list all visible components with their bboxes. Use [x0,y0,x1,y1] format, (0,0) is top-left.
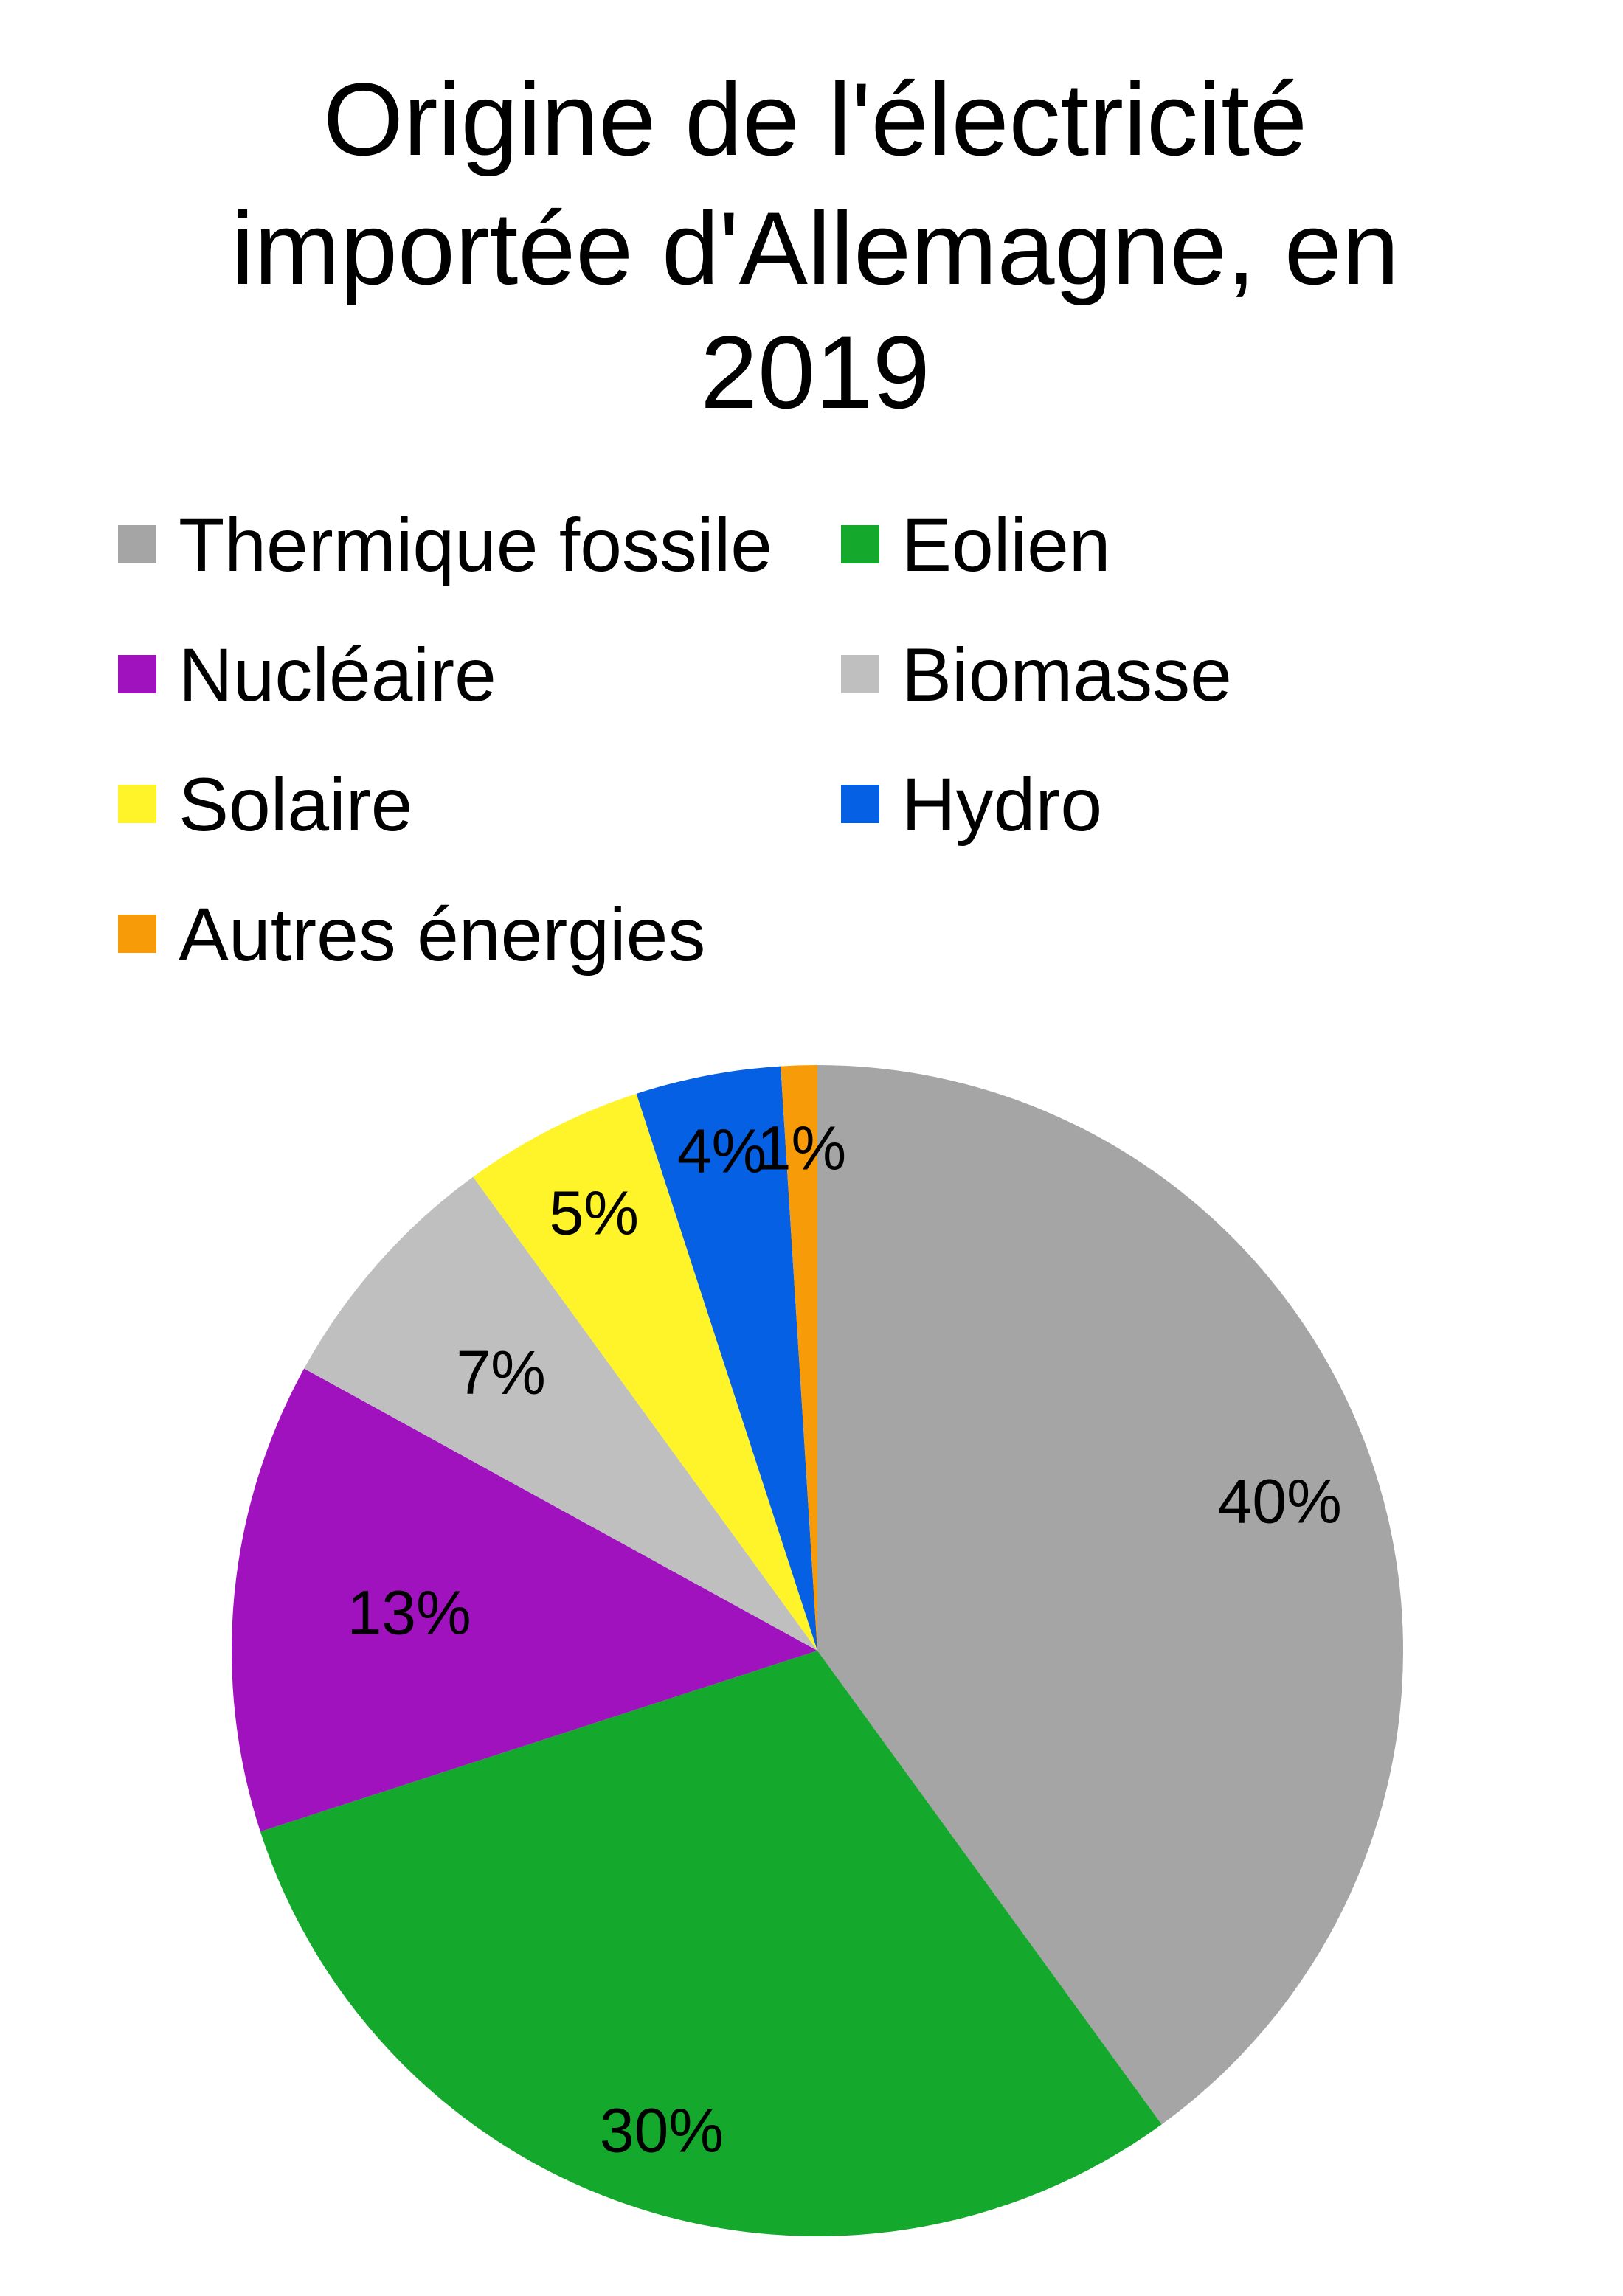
data-label-biomasse: 7% [456,1338,545,1407]
pie-slice-eolien [260,1651,1162,2236]
chart-title-line-3: 2019 [700,314,930,430]
data-label-nucleaire: 13% [347,1578,471,1648]
pie-slices [232,1065,1403,2236]
data-label-hydro: 4% [677,1116,766,1185]
data-label-autres-energies: 1% [757,1113,846,1182]
legend-item-hydro: Hydro [841,763,1102,847]
legend-item-thermique-fossile: Thermique fossile [118,503,772,587]
legend-swatch-solaire [118,785,156,823]
pie-slice-thermique-fossile [817,1065,1403,2125]
legend-label-thermique-fossile: Thermique fossile [179,503,772,587]
pie-slice-nucleaire [232,1368,817,1832]
legend-item-biomasse: Biomasse [841,633,1232,717]
legend-swatch-autres-energies [118,915,156,953]
legend-swatch-biomasse [841,655,879,693]
legend-swatch-nucleaire [118,655,156,693]
legend-label-autres-energies: Autres énergies [179,892,705,977]
data-label-thermique-fossile: 40% [1218,1466,1342,1536]
chart-title-line-2: importée d'Allemagne, en [231,190,1399,306]
legend-item-autres-energies: Autres énergies [118,892,705,977]
chart-title-line-1: Origine de l'électricité [323,61,1307,177]
legend-item-solaire: Solaire [118,763,413,847]
legend-label-eolien: Eolien [902,503,1111,587]
legend-label-hydro: Hydro [902,763,1102,847]
legend-label-biomasse: Biomasse [902,633,1232,717]
legend-swatch-eolien [841,525,879,563]
pie-slice-hydro [636,1066,817,1651]
legend-item-eolien: Eolien [841,503,1111,587]
pie-slice-autres-energies [781,1065,817,1651]
chart-legend: Thermique fossile Eolien Nucléaire Biomasse… [118,503,1232,977]
legend-label-solaire: Solaire [179,763,413,847]
pie-slice-solaire [473,1093,817,1651]
legend-item-nucleaire: Nucléaire [118,633,496,717]
data-label-solaire: 5% [550,1179,639,1248]
legend-swatch-thermique-fossile [118,525,156,563]
pie-slice-biomasse [304,1176,817,1651]
legend-swatch-hydro [841,785,879,823]
pie-data-labels: 40% 30% 13% 7% 5% 4%1% [347,1113,1342,2165]
data-label-eolien: 30% [600,2095,724,2165]
legend-label-nucleaire: Nucléaire [179,633,496,717]
chart-title: Origine de l'électricité importée d'Alle… [231,61,1399,430]
